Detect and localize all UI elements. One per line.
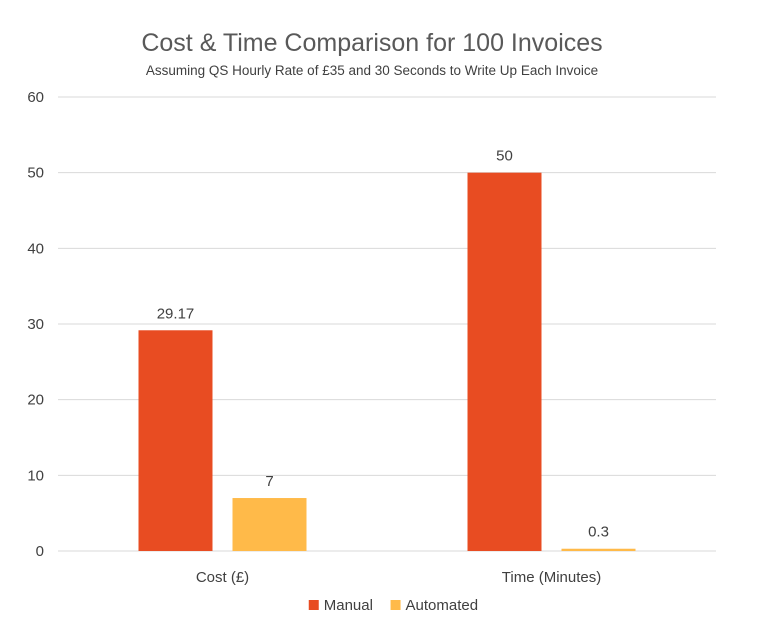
legend-label-automated: Automated (406, 597, 479, 614)
y-tick-label: 0 (36, 543, 44, 560)
y-tick-label: 50 (27, 165, 44, 182)
legend-swatch-manual (308, 600, 319, 610)
x-category-label: Cost (£) (196, 569, 249, 586)
legend: Manual Automated (308, 597, 479, 614)
bar-automated-1 (561, 548, 636, 551)
y-tick-label: 60 (27, 89, 44, 106)
data-label: 29.17 (157, 305, 195, 322)
data-label: 7 (265, 473, 273, 490)
y-tick-label: 40 (27, 240, 44, 257)
chart-subtitle: Assuming QS Hourly Rate of £35 and 30 Se… (146, 63, 598, 78)
data-label: 0.3 (588, 524, 609, 541)
y-axis-ticks: 0 10 20 30 40 50 60 (27, 89, 44, 560)
y-tick-label: 20 (27, 392, 44, 409)
y-tick-label: 30 (27, 316, 44, 333)
data-labels: 29.17 7 50 0.3 (157, 148, 609, 541)
chart-title: Cost & Time Comparison for 100 Invoices (141, 29, 602, 57)
x-category-label: Time (Minutes) (502, 569, 601, 586)
y-tick-label: 10 (27, 467, 44, 484)
bar-automated-0 (232, 498, 307, 551)
x-axis-categories: Cost (£) Time (Minutes) (196, 569, 601, 586)
bar-manual-1 (467, 172, 542, 551)
bars (138, 172, 636, 551)
legend-swatch-automated (390, 600, 401, 610)
legend-label-manual: Manual (324, 597, 373, 614)
data-label: 50 (496, 148, 513, 165)
bar-manual-0 (138, 330, 213, 551)
